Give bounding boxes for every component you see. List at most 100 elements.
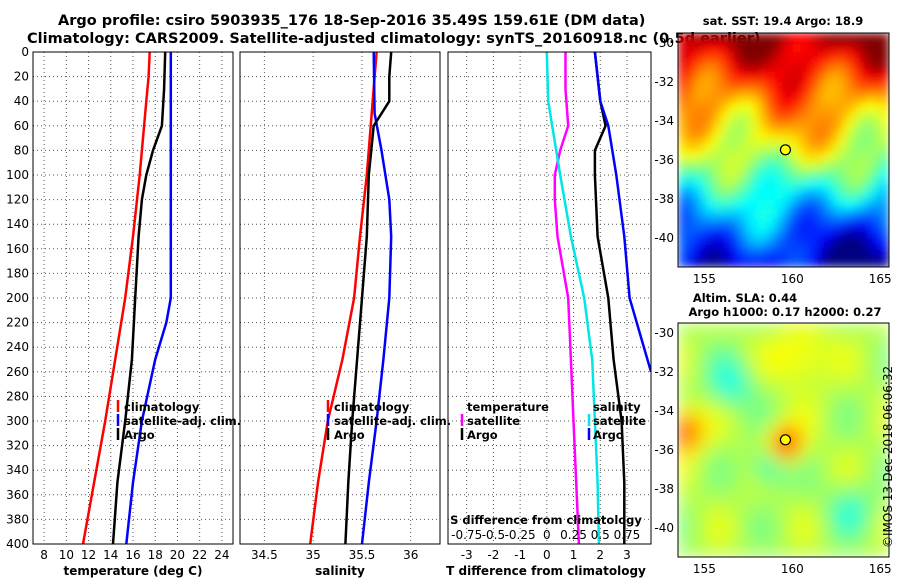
y-tick-label: 400 — [6, 537, 29, 551]
heatmap-cell — [739, 527, 749, 539]
heatmap-cell — [730, 352, 741, 363]
y-tick-label: 320 — [6, 439, 29, 453]
heatmap-cell — [695, 430, 705, 441]
heatmap-cell — [836, 81, 846, 93]
heatmap-cell — [809, 440, 820, 451]
heatmap-cell — [783, 33, 793, 44]
heatmap-cell — [748, 101, 758, 112]
series-line-satellite-adj-clim- — [125, 52, 173, 544]
sla-map-title: Altim. SLA: 0.44 — [693, 291, 797, 305]
heatmap-cell — [818, 391, 829, 402]
heatmap-cell — [748, 381, 758, 392]
heatmap-cell — [801, 430, 811, 441]
heatmap-cell — [836, 218, 846, 229]
heatmap-cell — [748, 120, 758, 132]
heatmap-cell — [695, 362, 705, 373]
heatmap-cell — [836, 479, 846, 490]
heatmap-cell — [765, 479, 776, 490]
heatmap-cell — [757, 42, 767, 54]
heatmap-cell — [695, 342, 705, 353]
heatmap-cell — [827, 401, 837, 412]
heatmap-cell — [801, 410, 811, 422]
heatmap-cell — [783, 332, 793, 344]
heatmap-cell — [704, 488, 714, 500]
heatmap-cell — [853, 72, 864, 83]
heatmap-cell — [853, 508, 864, 519]
heatmap-cell — [818, 218, 829, 229]
heatmap-cell — [730, 323, 741, 334]
heatmap-cell — [678, 247, 688, 258]
heatmap-cell — [695, 130, 705, 141]
heatmap-cell — [783, 208, 793, 219]
heatmap-cell — [765, 459, 776, 470]
heatmap-cell — [809, 257, 820, 267]
heatmap-cell — [774, 362, 785, 373]
heatmap-cell — [678, 537, 688, 548]
heatmap-cell — [880, 332, 889, 344]
legend-label-satellite: satellite-adj. clim. — [334, 414, 451, 428]
heatmap-cell — [713, 72, 723, 83]
heatmap-cell — [809, 488, 820, 500]
heatmap-cell — [713, 527, 723, 539]
heatmap-cell — [792, 130, 802, 141]
heatmap-cell — [713, 362, 723, 373]
heatmap-cell — [678, 91, 688, 102]
heatmap-cell — [678, 381, 688, 392]
heatmap-cell — [757, 150, 767, 161]
heatmap-cell — [695, 420, 705, 431]
heatmap-cell — [871, 101, 881, 112]
heatmap-cell — [853, 140, 864, 151]
heatmap-cell — [827, 81, 837, 93]
imos-credit: ©IMOS 13-Dec-2018 06:06:32 — [881, 366, 895, 548]
heatmap-cell — [774, 527, 785, 539]
heatmap-cell — [853, 527, 864, 539]
heatmap-cell — [748, 527, 758, 539]
heatmap-cell — [880, 91, 889, 102]
heatmap-cell — [678, 391, 688, 402]
heatmap-cell — [686, 72, 697, 83]
heatmap-cell — [739, 169, 749, 180]
heatmap-cell — [871, 159, 881, 171]
heatmap-cell — [722, 91, 732, 102]
y-tick-label: 260 — [6, 365, 29, 379]
heatmap-cell — [809, 371, 820, 383]
heatmap-cell — [739, 237, 749, 249]
heatmap-cell — [739, 508, 749, 519]
heatmap-cell — [713, 547, 723, 557]
legend-label-satellite: satellite-adj. clim. — [124, 414, 241, 428]
heatmap-cell — [862, 52, 872, 63]
heatmap-cell — [871, 33, 881, 44]
heatmap-cell — [871, 391, 881, 402]
heatmap-cell — [739, 150, 749, 161]
heatmap-cell — [845, 101, 855, 112]
heatmap-cell — [713, 498, 723, 509]
heatmap-cell — [827, 101, 837, 112]
heatmap-cell — [748, 391, 758, 402]
heatmap-cell — [880, 198, 889, 210]
heatmap-cell — [783, 169, 793, 180]
heatmap-cell — [801, 33, 811, 44]
x-tick-label: 0 — [543, 548, 551, 562]
heatmap-cell — [757, 547, 767, 557]
heatmap-cell — [678, 120, 688, 132]
heatmap-cell — [757, 179, 767, 190]
heatmap-cell — [845, 120, 855, 132]
heatmap-cell — [792, 101, 802, 112]
heatmap-cell — [713, 342, 723, 353]
heatmap-cell — [862, 101, 872, 112]
heatmap-cell — [792, 169, 802, 180]
heatmap-cell — [818, 420, 829, 431]
heatmap-cell — [765, 430, 776, 441]
heatmap-cell — [722, 527, 732, 539]
heatmap-cell — [713, 42, 723, 54]
temperature-axis-label: temperature (deg C) — [64, 564, 203, 578]
heatmap-cell — [845, 449, 855, 461]
heatmap-cell — [774, 430, 785, 441]
heatmap-cell — [678, 498, 688, 509]
heatmap-cell — [757, 449, 767, 461]
heatmap-cell — [678, 111, 688, 122]
heatmap-cell — [862, 381, 872, 392]
heatmap-cell — [739, 498, 749, 509]
heatmap-cell — [783, 323, 793, 334]
heatmap-cell — [748, 208, 758, 219]
